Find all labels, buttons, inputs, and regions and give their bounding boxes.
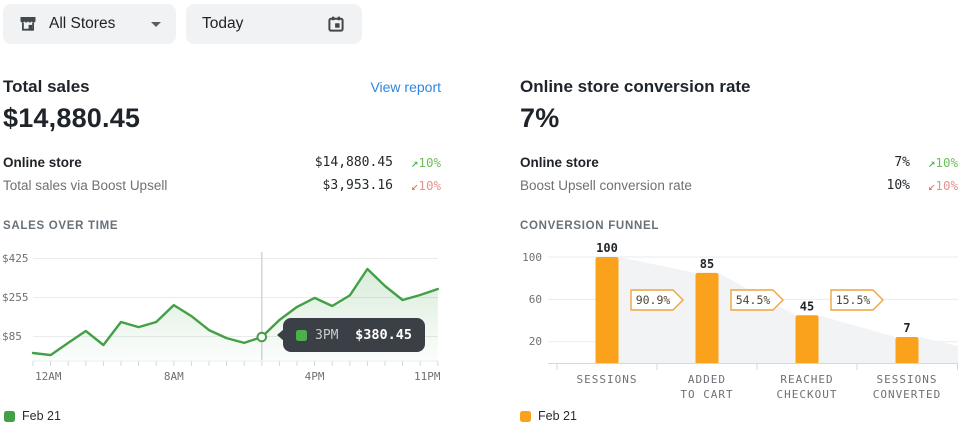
- svg-text:100: 100: [596, 241, 618, 255]
- metric-value: 10%: [886, 178, 910, 193]
- store-selector-label: All Stores: [49, 15, 116, 32]
- legend-label: Feb 21: [22, 409, 61, 423]
- funnel-category-label: ADDED TO CART: [680, 373, 734, 401]
- tooltip-series-swatch: [296, 329, 307, 341]
- view-report-link[interactable]: View report: [370, 79, 441, 95]
- svg-text:45: 45: [800, 299, 814, 313]
- conversion-funnel-section-title: CONVERSION FUNNEL: [520, 220, 660, 232]
- metric-value: 7%: [894, 155, 910, 170]
- funnel-category-label: SESSIONS CONVERTED: [872, 373, 942, 401]
- metric-label: Online store: [3, 155, 82, 170]
- funnel-category-label: SESSIONS: [576, 373, 638, 386]
- date-selector-button[interactable]: Today: [186, 4, 362, 44]
- trend-arrow-icon: ↗: [410, 155, 419, 170]
- metric-value: $3,953.16: [322, 178, 393, 193]
- funnel-chart-legend: Feb 21: [520, 409, 577, 423]
- conversion-funnel-chart[interactable]: 100 85 45 7 90.9% 54.5% 15.5% 100 60 20 SESSIO…: [520, 240, 960, 408]
- date-selector-label: Today: [202, 15, 244, 32]
- total-sales-breakdown: Online store $14,880.45 ↗10% Total sales…: [3, 151, 441, 197]
- total-sales-value: $14,880.45: [3, 103, 141, 133]
- trend-arrow-icon: ↗: [927, 155, 936, 170]
- sales-chart-legend: Feb 21: [4, 409, 61, 423]
- chevron-down-icon: [151, 21, 161, 27]
- storefront-icon: [20, 17, 36, 31]
- y-axis-tick-label: 100: [522, 250, 542, 264]
- x-axis-tick-label: 4PM: [304, 370, 325, 383]
- legend-swatch-orange: [520, 410, 531, 422]
- conversion-rate-value: 7%: [520, 103, 560, 133]
- y-axis-tick-label: $85: [2, 330, 22, 343]
- x-axis-tick-label: 11PM: [413, 370, 441, 383]
- sales-over-time-chart[interactable]: 3PM $380.45 $425 $255 $85 12AM 8AM 4PM 11PM: [0, 248, 460, 388]
- metric-row: Total sales via Boost Upsell $3,953.16 ↙…: [3, 174, 441, 197]
- svg-text:7: 7: [903, 321, 910, 335]
- svg-text:90.9%: 90.9%: [636, 293, 671, 307]
- sales-over-time-section-title: SALES OVER TIME: [3, 220, 119, 232]
- svg-text:15.5%: 15.5%: [836, 293, 871, 307]
- chart-tooltip: 3PM $380.45: [277, 318, 425, 352]
- svg-text:54.5%: 54.5%: [736, 293, 771, 307]
- svg-text:85: 85: [700, 257, 714, 271]
- conversion-breakdown: Online store 7% ↗10% Boost Upsell conver…: [520, 151, 958, 197]
- x-axis-tick-label: 12AM: [35, 370, 62, 383]
- metric-label: Total sales via Boost Upsell: [3, 178, 168, 193]
- y-axis-tick-label: 20: [528, 335, 542, 349]
- legend-swatch-green: [4, 410, 15, 422]
- total-sales-header: Total sales View report: [3, 77, 441, 97]
- conversion-rate-title: Online store conversion rate: [520, 77, 751, 96]
- metric-label: Online store: [520, 155, 599, 170]
- trend-arrow-icon: ↙: [410, 178, 419, 193]
- tooltip-value: $380.45: [355, 327, 412, 343]
- trend-arrow-icon: ↙: [927, 178, 936, 193]
- metric-delta: ↙10%: [927, 178, 958, 193]
- metric-row: Boost Upsell conversion rate 10% ↙10%: [520, 174, 958, 197]
- tooltip-time: 3PM: [315, 327, 339, 343]
- metric-delta: ↙10%: [410, 178, 441, 193]
- store-selector-button[interactable]: All Stores: [3, 4, 176, 44]
- x-axis-tick-label: 8AM: [163, 370, 184, 383]
- metric-value: $14,880.45: [314, 155, 393, 170]
- metric-delta: ↗10%: [927, 155, 958, 170]
- y-axis-tick-label: $255: [2, 291, 29, 304]
- y-axis-tick-label: $425: [2, 252, 29, 265]
- metric-label: Boost Upsell conversion rate: [520, 178, 692, 193]
- metric-row: Online store 7% ↗10%: [520, 151, 958, 174]
- metric-row: Online store $14,880.45 ↗10%: [3, 151, 441, 174]
- funnel-category-label: REACHED CHECKOUT: [776, 373, 838, 401]
- legend-label: Feb 21: [538, 409, 577, 423]
- calendar-icon: [328, 16, 344, 32]
- metric-delta: ↗10%: [410, 155, 441, 170]
- y-axis-tick-label: 60: [528, 292, 542, 306]
- total-sales-title: Total sales: [3, 77, 90, 96]
